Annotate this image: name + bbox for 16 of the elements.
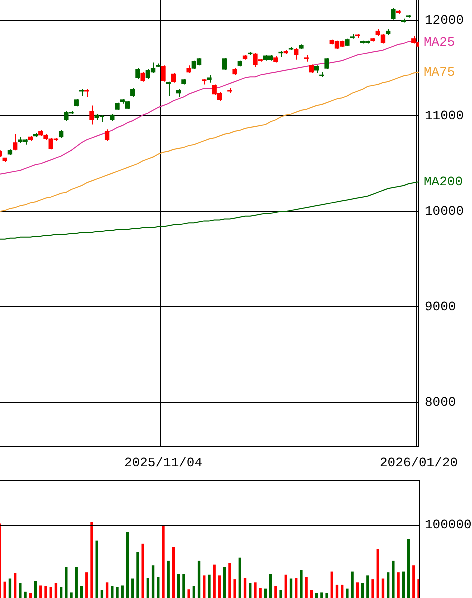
y-tick-label: 11000 bbox=[425, 108, 464, 124]
candlestick bbox=[288, 47, 294, 51]
candlestick bbox=[304, 54, 309, 62]
candlestick bbox=[350, 34, 355, 40]
text: 100000 bbox=[425, 517, 472, 532]
candlestick bbox=[207, 74, 212, 84]
x-tick-label: 2025/11/04 bbox=[124, 456, 203, 471]
x-tick-label: 2026/01/20 bbox=[380, 456, 458, 471]
series-label: MA200 bbox=[424, 174, 464, 190]
series-label: MA25 bbox=[424, 35, 456, 50]
candlestick bbox=[406, 14, 412, 18]
series-label: MA75 bbox=[424, 64, 456, 80]
y-tick-label: 8000 bbox=[425, 394, 456, 410]
y-tick-label: 12000 bbox=[425, 13, 464, 28]
y-tick-label: 9000 bbox=[425, 300, 456, 315]
y-tick-label: 10000 bbox=[425, 204, 464, 220]
